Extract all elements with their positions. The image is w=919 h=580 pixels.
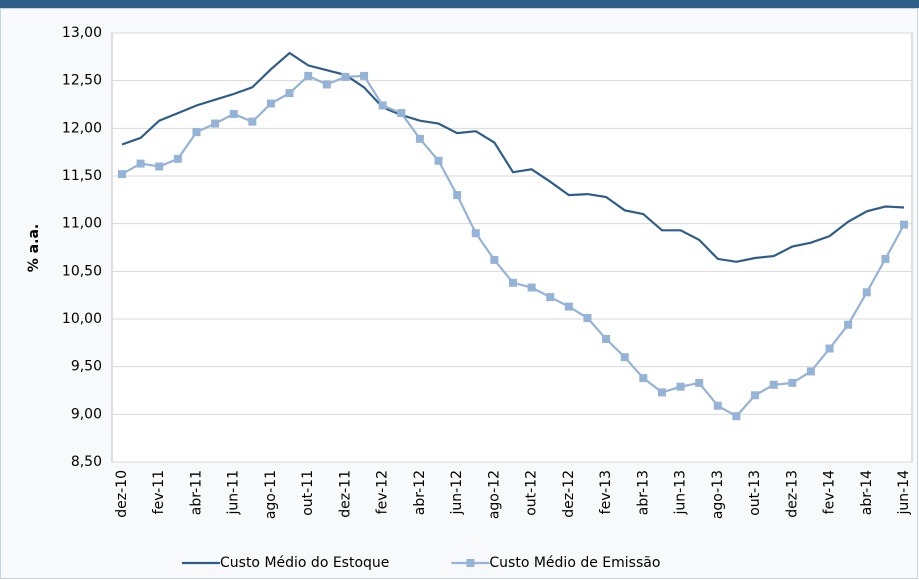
series-marker (471, 229, 480, 238)
series-marker (360, 71, 369, 80)
x-tick-label: fev-13 (598, 470, 614, 514)
series-marker (732, 412, 741, 421)
y-tick-label: 11,00 (62, 216, 102, 232)
x-tick-label: abr-11 (188, 470, 204, 515)
series-marker (695, 378, 704, 387)
series-marker (546, 293, 555, 302)
series-marker (751, 391, 760, 400)
series-marker (676, 382, 685, 391)
x-tick-label: jun-11 (226, 470, 242, 516)
series-marker (453, 191, 462, 200)
x-tick-label: out-11 (300, 470, 316, 516)
series-marker (713, 401, 722, 410)
series-marker (136, 159, 145, 168)
x-tick-label: out-12 (524, 470, 540, 516)
x-tick-label: out-13 (747, 470, 763, 516)
series-marker (378, 101, 387, 110)
series-marker (211, 119, 220, 128)
legend-label: Custo Médio de Emissão (489, 555, 660, 571)
series-marker (620, 353, 629, 362)
series-marker (397, 109, 406, 118)
series-marker (769, 380, 778, 389)
x-tick-label: ago-13 (710, 470, 726, 519)
x-tick-label: ago-11 (263, 470, 279, 519)
y-tick-label: 8,50 (71, 454, 102, 470)
series-marker (490, 255, 499, 264)
series-marker (639, 374, 648, 383)
series-marker (192, 128, 201, 137)
y-tick-label: 9,50 (71, 359, 102, 375)
x-tick-label: dez-13 (784, 470, 800, 518)
x-tick-label: abr-12 (412, 470, 428, 515)
series-marker (341, 72, 350, 81)
series-marker (415, 134, 424, 143)
series-marker (229, 110, 238, 119)
series-marker (304, 71, 313, 80)
series-marker (862, 288, 871, 297)
x-tick-label: ago-12 (486, 470, 502, 519)
x-tick-label: dez-10 (114, 470, 130, 518)
x-tick-label: jun-14 (896, 470, 912, 516)
plot-area (111, 32, 913, 463)
series-line (121, 51, 905, 263)
x-tick-label: dez-11 (337, 470, 353, 518)
x-tick-label: jun-13 (673, 470, 689, 516)
y-tick-label: 12,50 (62, 73, 102, 89)
series-marker (434, 156, 443, 165)
x-tick-label: fev-12 (375, 470, 391, 514)
series-marker (527, 283, 536, 292)
x-tick-label: abr-13 (635, 470, 651, 515)
series-marker (825, 344, 834, 353)
series-marker (155, 162, 164, 171)
series-marker (844, 320, 853, 329)
y-tick-label: 11,50 (62, 168, 102, 184)
top-bar (0, 0, 919, 8)
x-tick-label: dez-12 (561, 470, 577, 518)
series-marker (173, 154, 182, 163)
legend-marker (466, 559, 475, 567)
series-marker (900, 220, 908, 229)
series-marker (118, 170, 126, 179)
series-marker (322, 80, 331, 89)
series-marker (602, 335, 611, 344)
x-tick-label: jun-12 (449, 470, 465, 516)
x-tick-label: fev-14 (822, 470, 838, 514)
x-tick-label: fev-11 (151, 470, 167, 514)
series-marker (248, 117, 257, 126)
y-tick-label: 9,00 (71, 406, 102, 422)
y-tick-label: 13,00 (62, 25, 102, 41)
series-marker (583, 314, 592, 323)
series-marker (806, 367, 815, 376)
y-axis-label: % a.a. (26, 224, 42, 272)
series-marker (509, 278, 517, 287)
series-marker (881, 254, 890, 263)
y-tick-label: 10,50 (62, 263, 102, 279)
y-tick-label: 12,00 (62, 120, 102, 136)
legend-label: Custo Médio do Estoque (220, 555, 389, 571)
y-tick-label: 10,00 (62, 311, 102, 327)
series-marker (657, 388, 666, 397)
series-marker (285, 89, 294, 98)
series-marker (564, 302, 573, 311)
series-marker (266, 99, 275, 108)
x-tick-label: abr-14 (859, 470, 875, 515)
series-marker (788, 378, 797, 387)
